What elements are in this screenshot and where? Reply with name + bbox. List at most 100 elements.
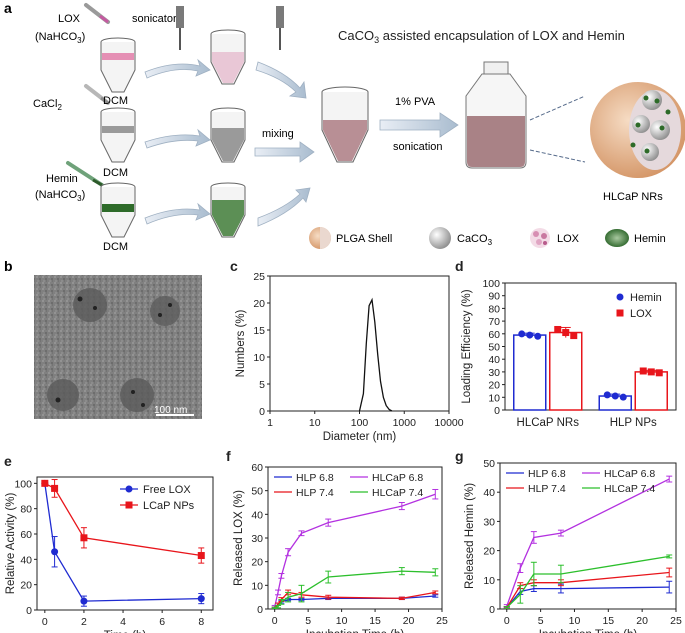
data-point — [197, 595, 205, 603]
hemin-icon — [605, 229, 629, 247]
chart-c-size-distribution: 0 5 10 15 20 25 1 10 100 1000 10000 Diameter (nm) Nu… — [230, 258, 464, 443]
zoom-line — [529, 95, 586, 121]
legend-label: HLCaP 7.4 — [372, 487, 423, 499]
panel-a-title: CaCO3 assisted encapsulation of LOX and … — [338, 28, 625, 45]
arrow-icon — [379, 112, 459, 138]
legend-lox-label: LOX — [557, 233, 580, 245]
data-point — [639, 367, 647, 375]
y-tick-label: 70 — [488, 316, 500, 328]
x-tick-label: 2 — [81, 616, 87, 628]
lox-label: LOX — [58, 13, 81, 25]
legend-marker — [616, 293, 624, 301]
y-tick-label: 10 — [488, 392, 500, 404]
dcm-label: DCM — [103, 167, 128, 179]
pva-label: 1% PVA — [395, 96, 436, 108]
y-axis-label: Loading Efficiency (%) — [461, 289, 473, 403]
data-point — [655, 369, 663, 377]
panel-label: c — [230, 258, 238, 274]
hemin-buffer-label: (NaHCO3) — [35, 189, 85, 203]
panel-label: f — [226, 448, 231, 464]
data-point — [534, 332, 542, 340]
y-tick-label: 0 — [259, 406, 265, 418]
data-point — [526, 331, 534, 339]
zoom-line — [529, 149, 586, 163]
y-tick-label: 50 — [488, 342, 500, 354]
legend-hemin-label: Hemin — [634, 233, 666, 245]
plot-frame — [36, 476, 214, 611]
sonicator-probe-icon — [276, 6, 284, 50]
x-tick-label: 1000 — [393, 417, 417, 429]
y-tick-label: 20 — [251, 557, 263, 569]
y-tick-label: 25 — [253, 271, 265, 283]
x-tick-label: 8 — [198, 616, 204, 628]
panel-label: d — [455, 258, 464, 274]
x-tick-label: 20 — [636, 615, 648, 627]
panel-label: e — [4, 453, 12, 469]
schematic-legend: PLGA Shell CaCO3 LOX Hemin — [309, 227, 666, 249]
x-tick-label: 20 — [403, 615, 415, 627]
legend-marker — [616, 309, 624, 317]
y-tick-label: 20 — [483, 546, 495, 558]
data-point — [554, 325, 562, 333]
panel-b: b 100 nm — [4, 258, 202, 419]
scale-bar-label: 100 nm — [154, 405, 187, 416]
lox-enzyme-icon — [530, 228, 550, 248]
lox-pipette-icon — [84, 3, 110, 24]
plga-shell-icon — [309, 227, 331, 249]
y-tick-label: 80 — [488, 303, 500, 315]
x-tick-label: 10000 — [434, 417, 463, 429]
arrow-icon — [257, 187, 311, 227]
y-axis-label: Numbers (%) — [235, 309, 247, 377]
nanoparticle-icon — [590, 82, 685, 178]
data-point — [562, 329, 570, 337]
x-axis-label: Incubation Time (h) — [306, 629, 405, 633]
y-tick-label: 30 — [251, 533, 263, 545]
y-tick-label: 40 — [483, 487, 495, 499]
legend-label: HLP 6.8 — [296, 472, 334, 484]
caco3-icon — [429, 227, 451, 249]
chart-f-released-lox: 0 10 20 30 40 50 60 0 5 10 15 20 25 Incubation Time (… — [226, 448, 448, 633]
x-tick-label: 0 — [504, 615, 510, 627]
y-axis-label: Released LOX (%) — [233, 490, 245, 586]
y-tick-label: 20 — [253, 298, 265, 310]
x-tick-label: 6 — [159, 616, 165, 628]
y-tick-label: 10 — [251, 580, 263, 592]
hemin-label: Hemin — [46, 173, 78, 185]
y-tick-label: 5 — [259, 379, 265, 391]
y-axis-label: Relative Activity (%) — [5, 493, 17, 595]
panel-label: g — [455, 448, 464, 464]
y-tick-label: 30 — [483, 516, 495, 528]
arrow-icon — [144, 58, 211, 79]
scale-bar — [156, 414, 194, 416]
y-tick-label: 100 — [14, 478, 32, 490]
y-tick-label: 15 — [253, 325, 265, 337]
data-point — [611, 392, 619, 400]
size-distribution-line — [358, 297, 393, 412]
y-tick-label: 60 — [251, 462, 263, 474]
legend-label: HLP 7.4 — [528, 483, 566, 495]
arrow-icon — [255, 61, 307, 99]
legend-plga-label: PLGA Shell — [336, 233, 392, 245]
bottle-icon — [465, 61, 527, 169]
plot-frame — [499, 462, 677, 610]
x-tick-label: 25 — [670, 615, 682, 627]
data-point — [51, 548, 59, 556]
x-tick-label: 5 — [538, 615, 544, 627]
arrow-icon — [144, 202, 211, 225]
legend-label: LOX — [630, 308, 653, 320]
bar-lox — [549, 331, 583, 411]
data-point — [51, 484, 59, 492]
y-tick-label: 60 — [20, 529, 32, 541]
panel-a: a CaCO3 assisted encapsulation of LOX an… — [4, 0, 685, 253]
y-tick-label: 0 — [489, 604, 495, 616]
sonicator-probe-icon — [176, 6, 184, 50]
legend-label: HLP 6.8 — [528, 468, 566, 480]
y-tick-label: 60 — [488, 329, 500, 341]
y-tick-label: 0 — [257, 604, 263, 616]
dcm-label: DCM — [103, 95, 128, 107]
x-tick-label: 0 — [42, 616, 48, 628]
panel-b-label: b — [4, 258, 13, 274]
series-line — [44, 482, 202, 557]
cacl2-label: CaCl2 — [33, 98, 62, 112]
